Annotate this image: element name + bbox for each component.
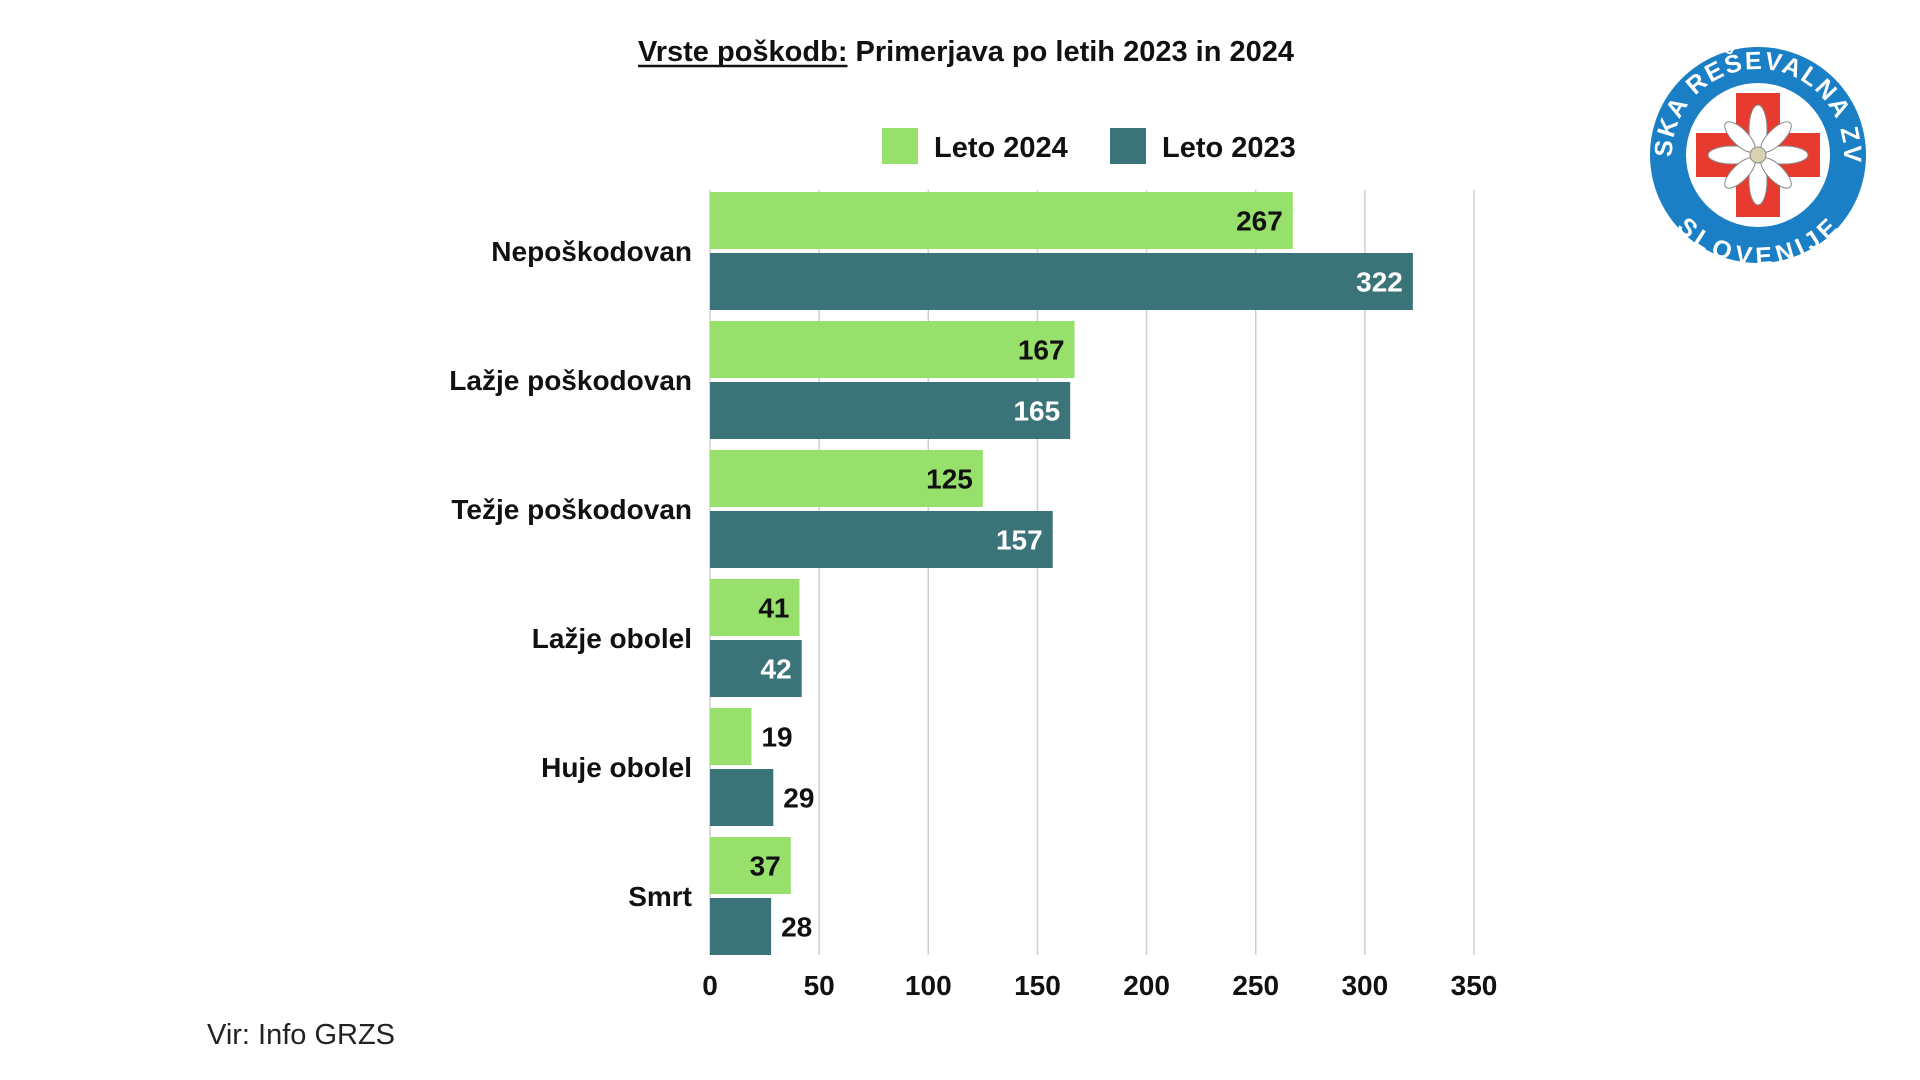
category-label: Smrt bbox=[628, 881, 692, 912]
category-label: Huje obolel bbox=[541, 752, 692, 783]
category-label: Težje poškodovan bbox=[451, 494, 692, 525]
grzs-logo: GORSKA REŠEVALNA ZVEZA SLOVENIJE bbox=[1650, 46, 1866, 271]
data-label: 125 bbox=[926, 464, 973, 495]
bar bbox=[710, 192, 1293, 249]
x-tick-label: 100 bbox=[905, 970, 952, 1001]
x-tick-label: 50 bbox=[804, 970, 835, 1001]
category-label: Nepoškodovan bbox=[491, 236, 692, 267]
category-label: Lažje poškodovan bbox=[449, 365, 692, 396]
bar bbox=[710, 837, 791, 894]
data-label: 41 bbox=[758, 593, 789, 624]
bar bbox=[710, 253, 1413, 310]
data-label: 19 bbox=[761, 722, 792, 753]
x-tick-label: 350 bbox=[1451, 970, 1498, 1001]
x-tick-label: 0 bbox=[702, 970, 718, 1001]
edelweiss-icon bbox=[1707, 104, 1809, 206]
chart-title-rest: Primerjava po letih 2023 in 2024 bbox=[847, 36, 1294, 68]
bar bbox=[710, 898, 772, 955]
data-label: 157 bbox=[996, 525, 1043, 556]
bar bbox=[710, 450, 983, 507]
legend-swatch-2024 bbox=[882, 128, 918, 164]
bar bbox=[710, 382, 1071, 439]
x-tick-label: 200 bbox=[1123, 970, 1170, 1001]
legend: Leto 2024 Leto 2023 bbox=[882, 128, 1296, 164]
data-label: 42 bbox=[761, 654, 792, 685]
bar bbox=[710, 321, 1075, 378]
chart-title-underlined: Vrste poškodb: bbox=[638, 36, 848, 68]
source-note: Vir: Info GRZS bbox=[207, 1019, 395, 1051]
data-label: 165 bbox=[1013, 396, 1060, 427]
legend-swatch-2023 bbox=[1110, 128, 1146, 164]
legend-label-2024: Leto 2024 bbox=[934, 132, 1068, 164]
bar bbox=[710, 769, 774, 826]
bar bbox=[710, 640, 802, 697]
data-label: 37 bbox=[750, 851, 781, 882]
data-label: 29 bbox=[783, 783, 814, 814]
data-label: 322 bbox=[1356, 267, 1403, 298]
data-label: 28 bbox=[781, 912, 812, 943]
legend-label-2023: Leto 2023 bbox=[1162, 132, 1296, 164]
category-label: Lažje obolel bbox=[532, 623, 692, 654]
x-tick-label: 250 bbox=[1232, 970, 1279, 1001]
data-label: 167 bbox=[1018, 335, 1065, 366]
bar bbox=[710, 511, 1053, 568]
bar bbox=[710, 708, 752, 765]
chart-title: Vrste poškodb: Primerjava po letih 2023 … bbox=[638, 36, 1294, 68]
x-tick-label: 300 bbox=[1341, 970, 1388, 1001]
x-tick-label: 150 bbox=[1014, 970, 1061, 1001]
grid-lines bbox=[709, 190, 1475, 955]
x-axis-ticks: 0 50 100 150 200 250 300 350 bbox=[702, 970, 1497, 1001]
data-label: 267 bbox=[1236, 206, 1283, 237]
category-labels: Nepoškodovan Lažje poškodovan Težje poškod… bbox=[449, 236, 692, 912]
bar bbox=[710, 579, 800, 636]
